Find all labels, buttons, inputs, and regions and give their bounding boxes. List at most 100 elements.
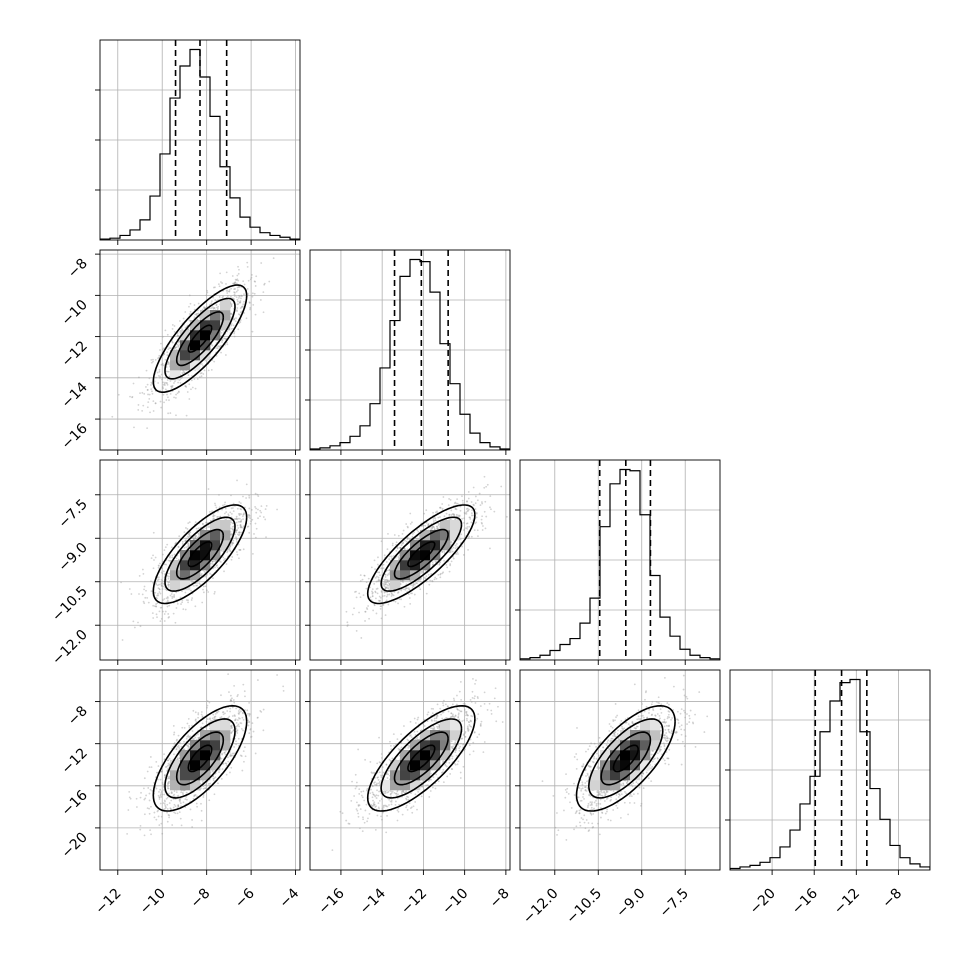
sample-point bbox=[239, 549, 241, 551]
scatter-panel-3-0: −20−16−12−8−12 −10 −8 −6 −4 bbox=[59, 669, 302, 918]
sample-point bbox=[179, 596, 182, 599]
sample-point bbox=[163, 352, 166, 355]
density-bin bbox=[220, 530, 231, 541]
sample-point bbox=[163, 347, 165, 350]
sample-point bbox=[241, 295, 243, 298]
sample-point bbox=[187, 522, 190, 525]
density-bin bbox=[440, 530, 451, 541]
sample-point bbox=[384, 581, 387, 584]
sample-point bbox=[195, 720, 198, 723]
sample-point bbox=[181, 542, 184, 545]
sample-point bbox=[235, 521, 238, 524]
sample-point bbox=[395, 549, 398, 552]
density-bin bbox=[200, 350, 211, 361]
sample-point bbox=[248, 507, 251, 510]
sample-point bbox=[253, 280, 256, 283]
sample-point bbox=[458, 515, 461, 518]
y-tick-label: −14 bbox=[59, 379, 91, 411]
sample-point bbox=[240, 520, 242, 523]
sample-point bbox=[157, 765, 160, 767]
sample-point bbox=[237, 527, 240, 529]
sample-point bbox=[226, 551, 229, 554]
sample-point bbox=[408, 597, 411, 599]
density-bin bbox=[220, 540, 231, 551]
sample-point bbox=[411, 587, 414, 589]
sample-point bbox=[192, 584, 195, 587]
sample-point bbox=[247, 279, 250, 282]
sample-point bbox=[408, 588, 411, 591]
sample-point bbox=[152, 410, 155, 412]
sample-point bbox=[238, 708, 241, 711]
sample-point bbox=[162, 785, 165, 788]
density-bin bbox=[430, 530, 441, 541]
sample-point bbox=[196, 582, 198, 584]
sample-point bbox=[173, 553, 176, 556]
sample-point bbox=[358, 592, 361, 595]
sample-point bbox=[167, 787, 169, 790]
sample-point bbox=[178, 341, 180, 344]
sample-point bbox=[419, 580, 422, 583]
sample-point bbox=[235, 529, 238, 532]
sample-point bbox=[237, 517, 240, 520]
sample-point bbox=[212, 515, 215, 518]
sample-point bbox=[155, 605, 158, 608]
sample-point bbox=[162, 599, 164, 601]
sample-point bbox=[235, 317, 237, 320]
sample-point bbox=[235, 551, 238, 553]
sample-point bbox=[373, 604, 376, 607]
sample-point bbox=[242, 513, 245, 516]
sample-point bbox=[189, 302, 192, 305]
sample-point bbox=[424, 570, 427, 572]
sample-point bbox=[141, 568, 144, 571]
sample-point bbox=[393, 534, 396, 536]
sample-point bbox=[235, 536, 237, 539]
sample-point bbox=[177, 340, 180, 343]
sample-point bbox=[486, 483, 489, 486]
sample-point bbox=[257, 517, 259, 520]
sample-point bbox=[476, 499, 479, 502]
sample-point bbox=[183, 546, 186, 549]
sample-point bbox=[230, 305, 233, 307]
sample-point bbox=[161, 579, 164, 582]
sample-point bbox=[449, 564, 452, 567]
sample-point bbox=[150, 590, 153, 593]
sample-point bbox=[425, 575, 428, 578]
sample-point bbox=[422, 524, 425, 527]
sample-point bbox=[454, 508, 457, 511]
sample-point bbox=[500, 485, 503, 488]
sample-point bbox=[189, 808, 192, 811]
sample-point bbox=[380, 617, 383, 620]
sample-point bbox=[244, 755, 247, 758]
sample-point bbox=[150, 361, 153, 364]
sample-point bbox=[411, 584, 414, 587]
sample-point bbox=[130, 593, 133, 595]
sample-point bbox=[419, 578, 422, 580]
sample-point bbox=[411, 521, 413, 524]
sample-point bbox=[158, 354, 161, 357]
sample-point bbox=[388, 593, 391, 596]
sample-point bbox=[456, 551, 459, 554]
sample-point bbox=[381, 563, 384, 566]
sample-point bbox=[425, 509, 428, 511]
sample-point bbox=[240, 526, 243, 529]
sample-point bbox=[201, 308, 204, 311]
contour-level-3 bbox=[152, 504, 248, 605]
sample-point bbox=[157, 564, 160, 567]
sample-point bbox=[161, 378, 163, 381]
sample-point bbox=[466, 528, 469, 530]
sample-point bbox=[493, 510, 496, 513]
density-bin bbox=[170, 570, 181, 581]
sample-point bbox=[230, 521, 233, 524]
sample-point bbox=[237, 531, 240, 534]
sample-point bbox=[219, 272, 222, 275]
sample-point bbox=[385, 586, 388, 589]
sample-point bbox=[159, 349, 161, 351]
sample-point bbox=[229, 312, 232, 315]
sample-point bbox=[156, 371, 159, 374]
sample-point bbox=[470, 514, 473, 517]
sample-point bbox=[230, 287, 233, 290]
sample-point bbox=[167, 362, 170, 365]
sample-point bbox=[133, 626, 136, 629]
sample-point bbox=[238, 268, 240, 271]
sample-point bbox=[235, 740, 237, 743]
